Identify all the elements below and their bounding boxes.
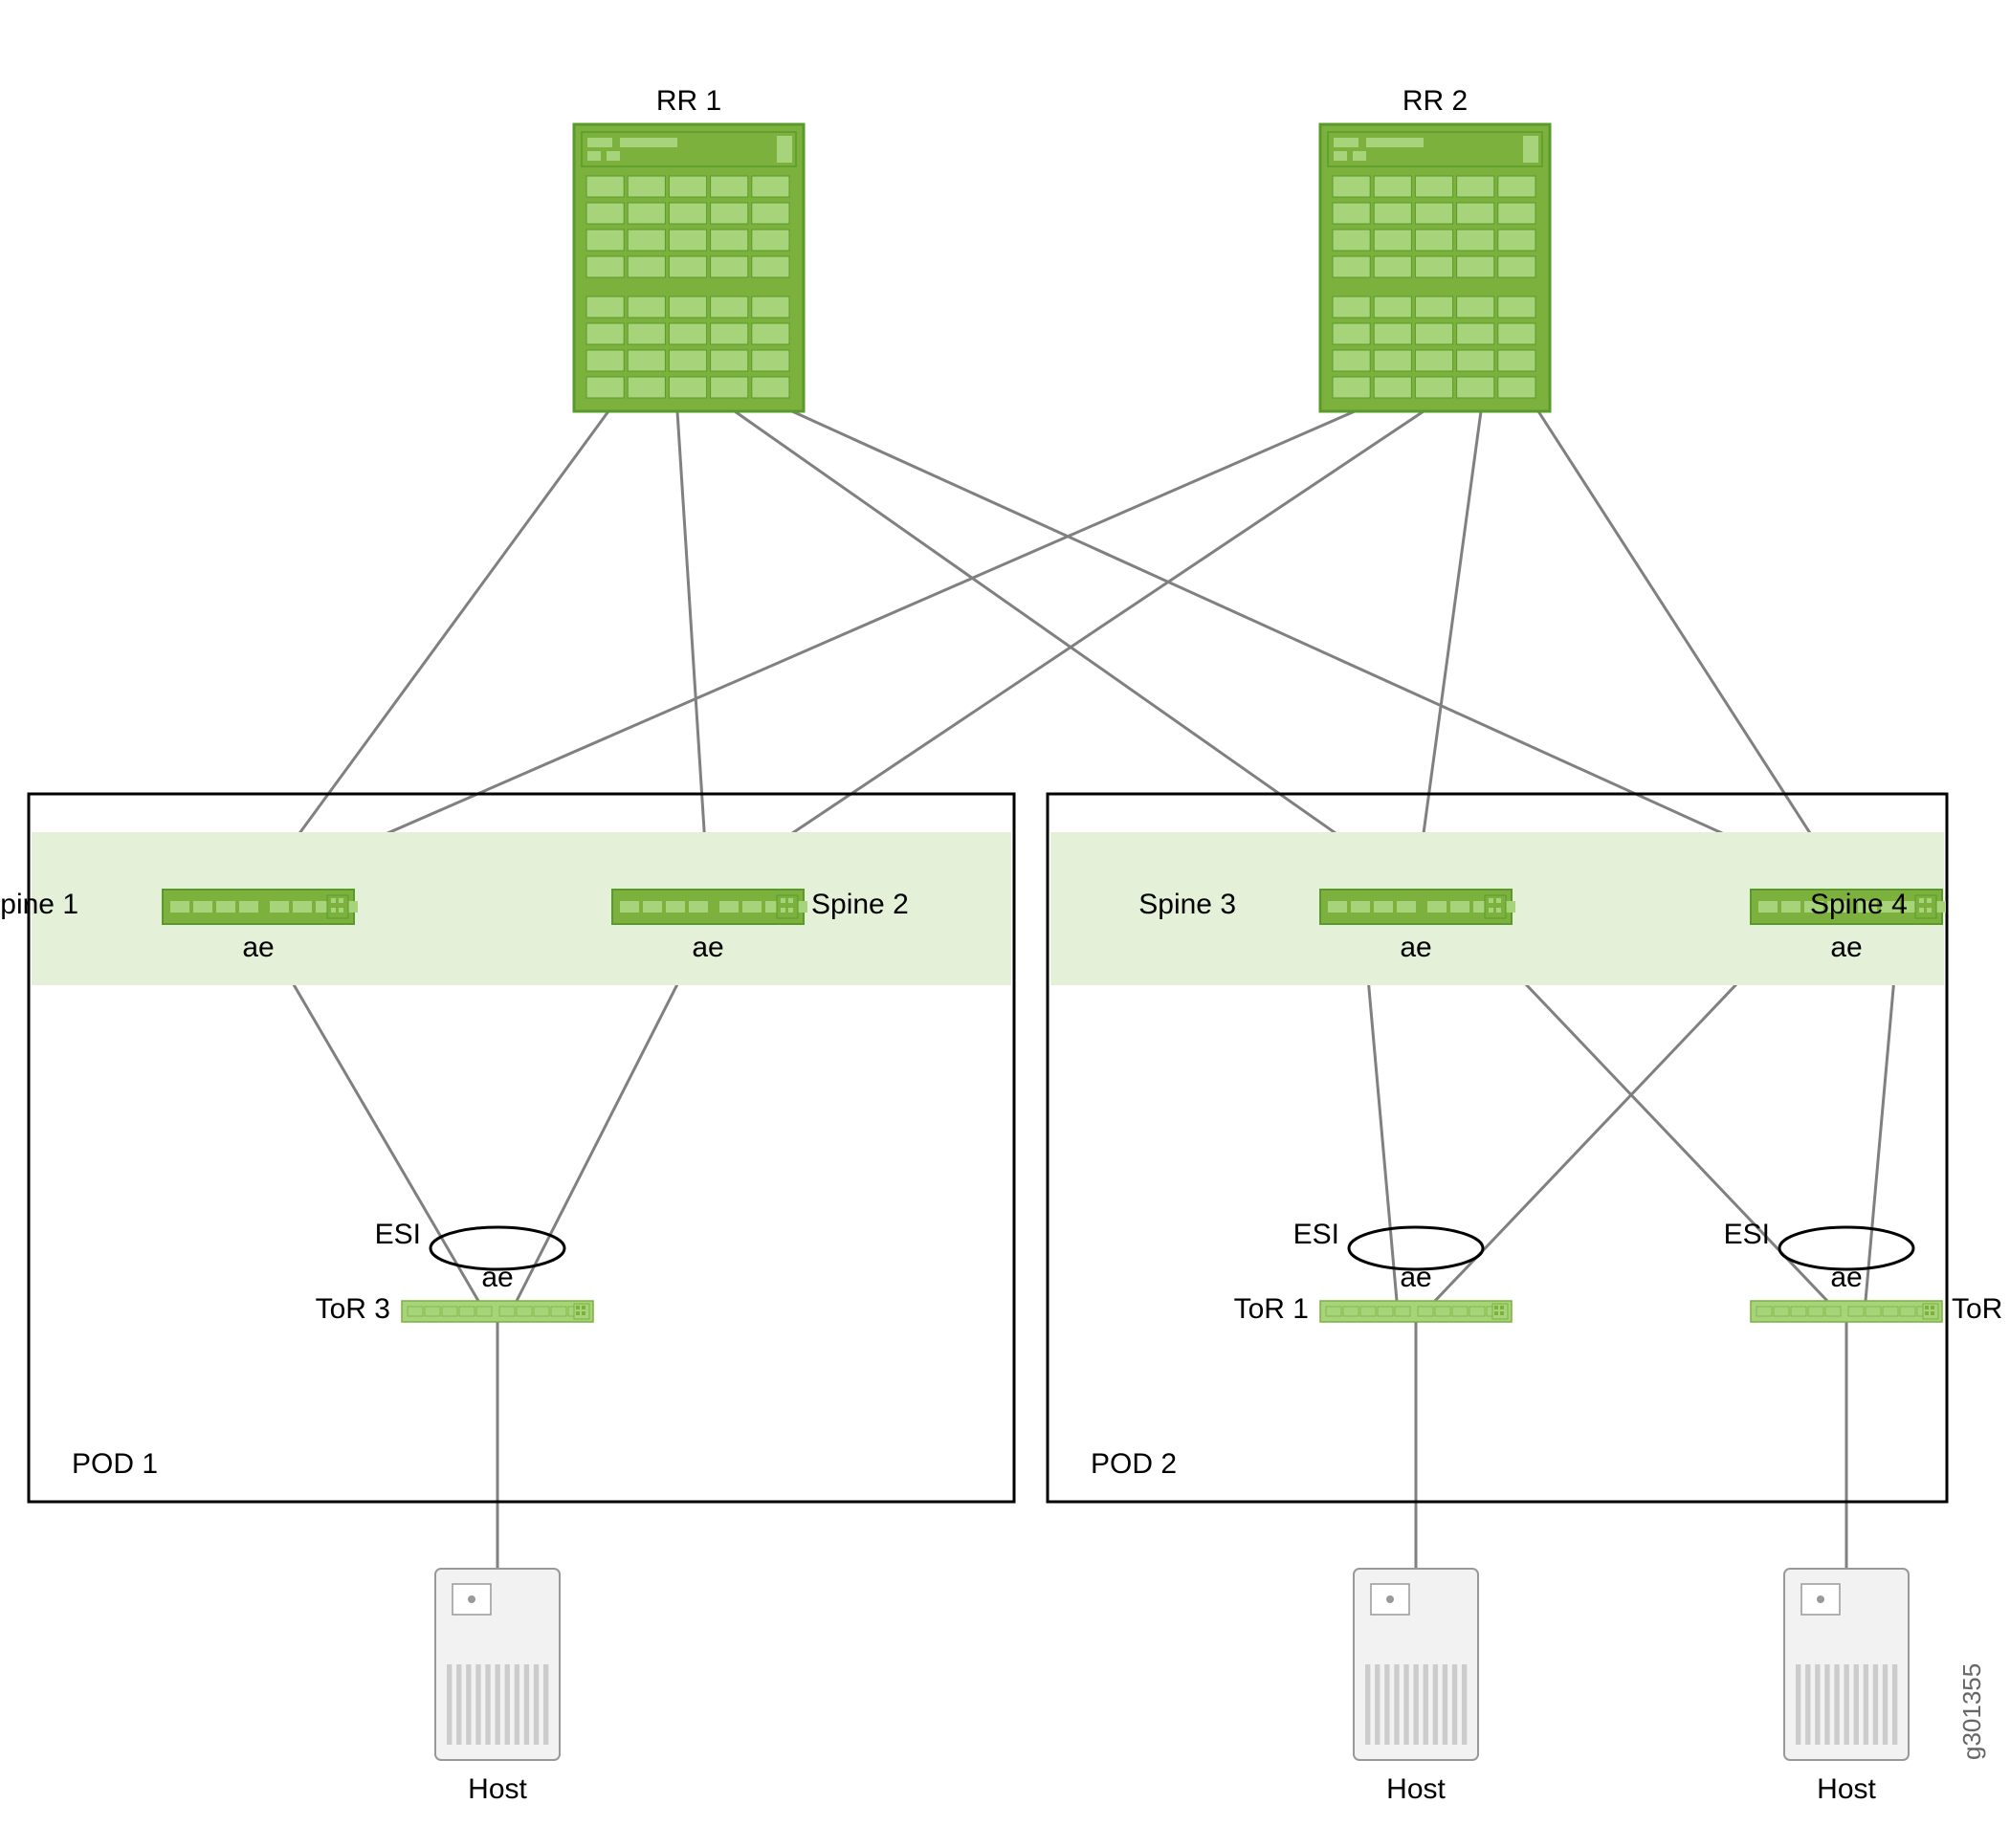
tor2-label: ToR 2	[1952, 1293, 2010, 1325]
host_pod2a-label: Host	[1386, 1773, 1446, 1805]
spine4-ae-label: ae	[1830, 932, 1862, 963]
host_pod1-label: Host	[468, 1773, 527, 1805]
tor1-label: ToR 1	[1234, 1293, 1309, 1325]
spine2-label: Spine 2	[811, 889, 909, 920]
rr1-label: RR 1	[656, 85, 721, 117]
spine3-ae-label: ae	[1400, 932, 1431, 963]
tor3-ae-label: ae	[481, 1262, 513, 1293]
tor2-esi-label: ESI	[1724, 1219, 1770, 1250]
tor2-ae-label: ae	[1830, 1262, 1862, 1293]
host_pod2a-server	[1354, 1569, 1478, 1760]
rr1-router	[574, 124, 804, 411]
rr2-router	[1320, 124, 1550, 411]
tor3-esi-label: ESI	[375, 1219, 421, 1250]
spine1-switch	[163, 890, 358, 924]
tor1-esi-label: ESI	[1293, 1219, 1339, 1250]
spine1-label: Spine 1	[0, 889, 78, 920]
tor1-switch	[1320, 1301, 1512, 1322]
tor1-ae-label: ae	[1400, 1262, 1431, 1293]
watermark-id: g301355	[1957, 1663, 1986, 1760]
tor3-switch	[402, 1301, 593, 1322]
spine2-ae-label: ae	[692, 932, 723, 963]
host_pod1-server	[435, 1569, 560, 1760]
spine3-switch	[1320, 890, 1515, 924]
spine4-label: Spine 4	[1810, 889, 1908, 920]
tor3-label: ToR 3	[316, 1293, 390, 1325]
spine3-label: Spine 3	[1138, 889, 1236, 920]
pod1-label: POD 1	[72, 1448, 158, 1480]
host_pod2b-server	[1784, 1569, 1909, 1760]
spine2-switch	[612, 890, 807, 924]
rr2-label: RR 2	[1403, 85, 1468, 117]
pod2-label: POD 2	[1091, 1448, 1177, 1480]
host_pod2b-label: Host	[1817, 1773, 1876, 1805]
tor2-switch	[1751, 1301, 1942, 1322]
spine1-ae-label: ae	[242, 932, 274, 963]
